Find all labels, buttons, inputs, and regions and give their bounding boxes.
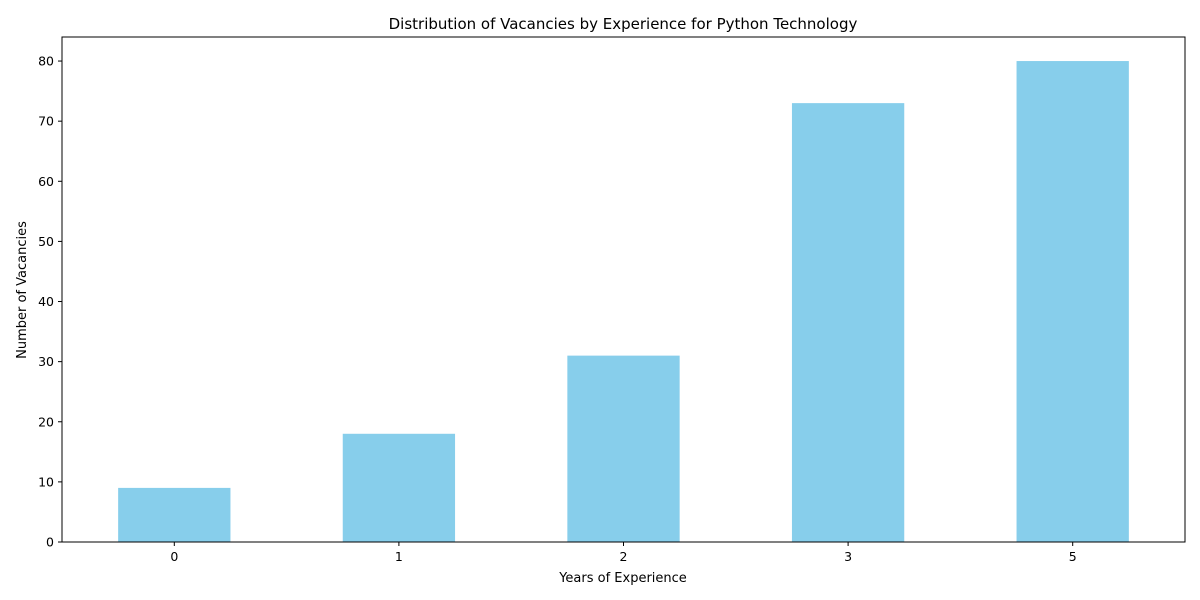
y-tick-label: 30 (38, 354, 54, 369)
bar-2 (567, 355, 680, 542)
y-tick-label: 40 (38, 294, 54, 309)
x-tick-label: 0 (170, 549, 178, 564)
y-axis-ticks: 0 10 20 30 40 50 60 70 80 (38, 54, 62, 550)
bar-0 (118, 487, 231, 542)
x-tick-label: 2 (620, 549, 628, 564)
y-tick-label: 70 (38, 114, 54, 129)
y-tick-label: 60 (38, 174, 54, 189)
y-tick-label: 50 (38, 234, 54, 249)
bar-3 (791, 103, 905, 542)
y-tick-label: 80 (38, 54, 54, 69)
bar-1 (342, 433, 456, 542)
bar-5 (1016, 61, 1129, 543)
y-axis-label: Number of Vacancies (15, 221, 30, 359)
plot-frame (61, 36, 1186, 543)
x-axis-label: Years of Experience (558, 571, 687, 586)
y-tick-label: 0 (46, 535, 54, 550)
x-tick-label: 5 (1069, 549, 1077, 564)
bars-group (118, 61, 1129, 543)
chart-title: Distribution of Vacancies by Experience … (389, 15, 858, 33)
x-tick-label: 3 (844, 549, 852, 564)
y-tick-label: 20 (38, 414, 54, 429)
x-axis-ticks: 0 1 2 3 5 (170, 542, 1077, 564)
x-tick-label: 1 (395, 549, 403, 564)
y-tick-label: 10 (38, 474, 54, 489)
